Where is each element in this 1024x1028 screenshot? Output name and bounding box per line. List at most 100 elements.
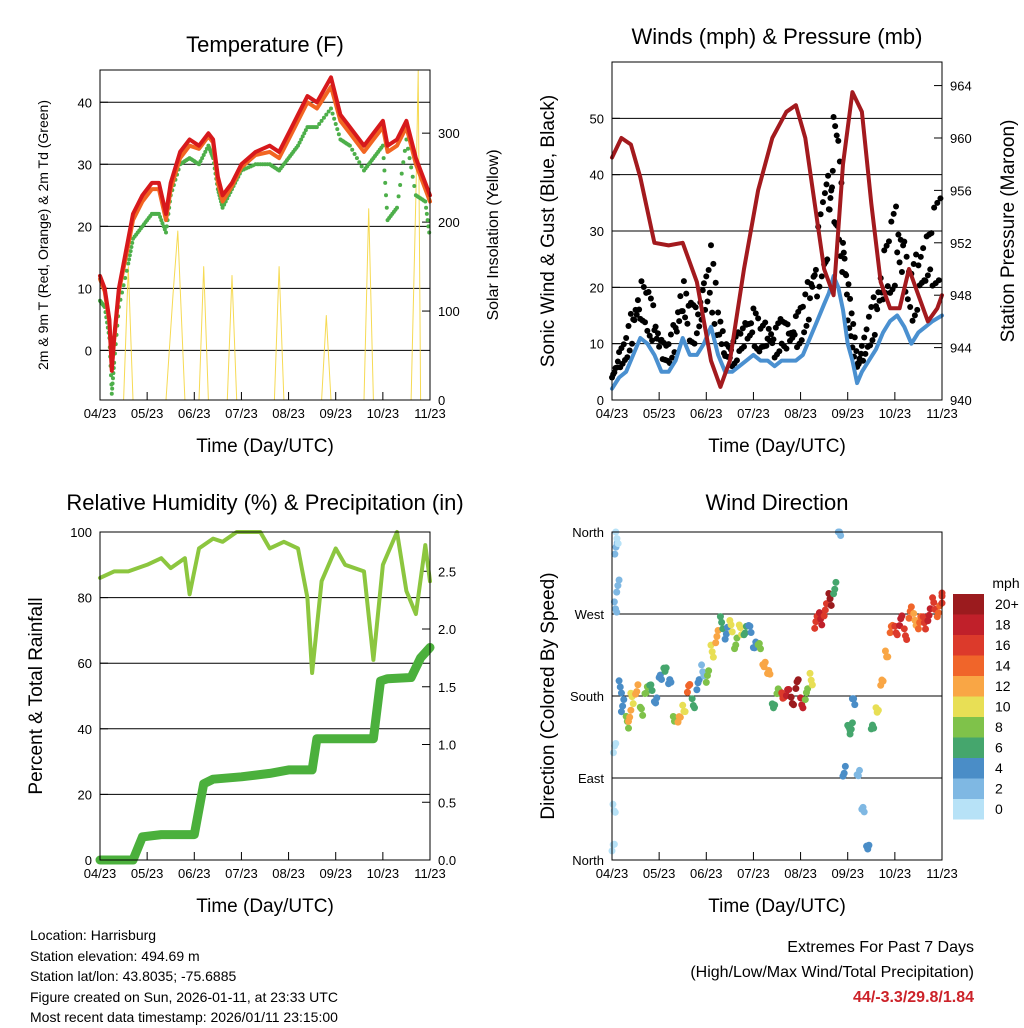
gust-point [814,293,821,300]
wind-direction-point [794,676,802,684]
2m-td-point [160,221,165,226]
wind-direction-point [930,598,938,606]
wind-direction-point [619,702,627,710]
wind-direction-point [716,613,724,621]
x-tick-label: 07/23 [737,406,770,421]
x-tick-label: 08/23 [272,406,305,421]
wind-direction-point [886,629,894,637]
gust-point [679,308,686,315]
chart-title: Temperature (F) [186,32,344,57]
gust-point [762,319,769,326]
gust-point [638,278,645,285]
gust-point [733,357,740,364]
y2-tick-label: 948 [950,288,972,303]
2m-td-point [158,215,163,220]
gust-point [717,318,724,325]
gust-point [752,310,759,317]
x-tick-label: 09/23 [319,866,352,881]
plot-frame [611,61,943,401]
2m-td-point [336,132,341,137]
plot-frame [99,531,431,861]
gust-point [700,280,707,287]
y-tick-label: 50 [590,111,604,126]
total-precipitation-line [95,643,435,865]
x-tick-label: 06/23 [690,406,723,421]
y-tick-label: East [578,771,604,786]
y-tick-label: 30 [78,157,92,172]
y2-tick-label: 2.5 [438,564,456,579]
wind-direction-point [907,603,915,611]
gust-point [927,266,934,273]
wind-direction-point [620,696,628,704]
x-tick-label: 11/23 [414,406,446,421]
gust-point [881,247,888,254]
x-tick-label: 04/23 [84,406,117,421]
gust-point [692,304,699,311]
2m-td-point [128,249,133,254]
legend-swatch [953,635,984,656]
location-text: Location: Harrisburg [30,927,157,943]
2m-td-point [129,244,134,249]
gust-point [934,199,941,206]
2m-td-point [380,143,385,148]
y-tick-label: South [570,689,604,704]
gust-point [891,282,898,289]
gust-point [840,249,847,256]
wind-direction-point [771,701,779,709]
y2-tick-label: 1.0 [438,738,456,753]
2m-td-point [319,118,324,123]
x-tick-label: 08/23 [784,866,817,881]
2m-td-point [220,205,225,210]
wind-direction-point [633,688,641,696]
x-tick-label: 06/23 [178,406,211,421]
gust-point [829,184,835,191]
y2-tick-label: 2.0 [438,622,456,637]
wind-direction-point [614,540,622,548]
gust-point [913,251,920,258]
gust-point [710,260,717,267]
wind-direction-point [850,695,858,703]
gust-point [888,218,895,225]
wind-direction-point [614,582,622,590]
wind-direction-point [676,713,684,721]
wind-direction-point [679,701,687,709]
x-axis-label: Time (Day/UTC) [196,436,334,457]
2m-td-point [203,149,208,154]
gust-point [895,231,902,238]
2m-td-point [359,164,364,169]
x-tick-label: 09/23 [319,406,352,421]
legend-swatch [953,594,984,615]
plot-frame [611,531,943,861]
wind-direction-point [804,685,812,693]
wind-direction-point [616,683,624,691]
created-text: Figure created on Sun, 2026-01-11, at 23… [30,988,338,1005]
2m-td-point [127,253,132,258]
y-axis-label: Sonic Wind & Gust (Blue, Black) [538,95,559,367]
gust-point [868,303,875,310]
station-info: Location: Harrisburg Station elevation: … [30,925,338,1028]
gust-point [812,266,819,273]
y-tick-label: 0 [85,853,92,868]
gust-point [871,331,878,338]
wind-direction-point [625,724,632,732]
y2-axis-label: Solar Insolation (Yellow) [485,149,502,320]
gust-point [763,342,770,349]
gust-point [848,310,855,317]
y-tick-label: 60 [78,656,92,671]
elevation-text: Station elevation: 494.69 m [30,947,200,964]
y-axis-label: Percent & Total Rainfall [26,597,47,794]
wind-direction-point [642,689,650,697]
gust-point [917,253,924,260]
gust-point [677,293,684,300]
wind-direction-point [728,628,736,636]
gust-point [693,330,700,337]
wind-direction-point [840,769,848,777]
legend-swatch [953,799,984,820]
wind-direction-point [617,689,625,697]
y2-tick-label: 952 [950,236,972,251]
gust-point [691,340,698,347]
gust-point [907,303,914,310]
gust-point [627,310,634,317]
2m-td-point [352,151,357,156]
wind-direction-point [826,595,834,603]
